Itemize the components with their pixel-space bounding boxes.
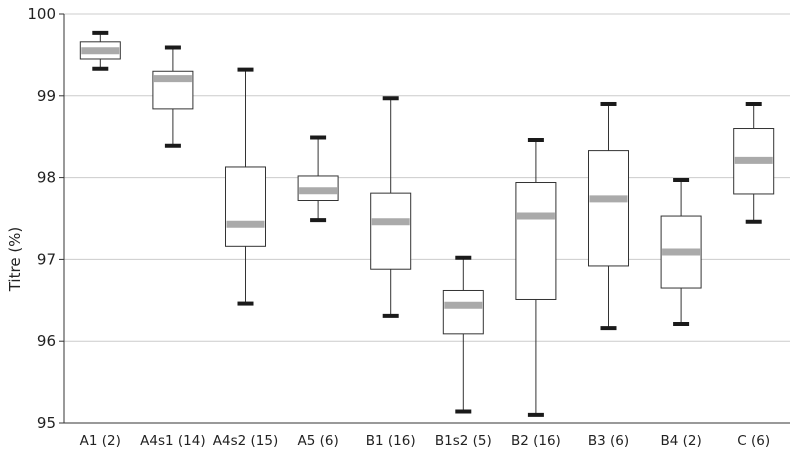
iqr-box [225,166,266,247]
iqr-box [370,192,412,270]
iqr-box [588,150,629,267]
y-tick-label: 100 [27,5,56,23]
x-category-label: B3 (6) [588,433,629,449]
axes [59,13,790,424]
box-plot-item [442,255,484,414]
box-plot-item [515,137,557,417]
y-tick-label: 97 [37,250,56,268]
x-category-label: A1 (2) [80,433,121,449]
boxes [79,30,775,417]
x-category-label: C (6) [737,433,770,449]
y-tick-label: 95 [37,414,56,432]
box-plot-item [297,135,339,223]
box-plot-item [733,101,775,224]
y-tick-label: 96 [37,332,56,350]
x-category-label: A4s1 (14) [140,433,205,449]
y-tick-label: 98 [37,169,56,187]
box-plot-item [660,178,702,327]
y-tick-label: 99 [37,87,56,105]
iqr-box [442,289,484,335]
labels: 95 96 97 98 99 100 A1 (2) A4s1 (14) A4s2 (15) A5 … [27,5,770,449]
x-category-label: B1s2 (5) [435,433,492,449]
box-plot-item [225,67,266,306]
x-category-label: A4s2 (15) [213,433,278,449]
iqr-box [515,182,557,300]
box-plot-item [588,101,629,331]
x-category-label: A5 (6) [297,433,338,449]
x-category-label: B1 (16) [366,433,416,449]
x-category-label: B4 (2) [660,433,701,449]
box-plot-item [79,30,121,71]
x-category-label: B2 (16) [511,433,561,449]
y-axis-title: Titre (%) [6,227,24,293]
box-plot-item [370,96,412,318]
box-plot-item [152,45,194,148]
